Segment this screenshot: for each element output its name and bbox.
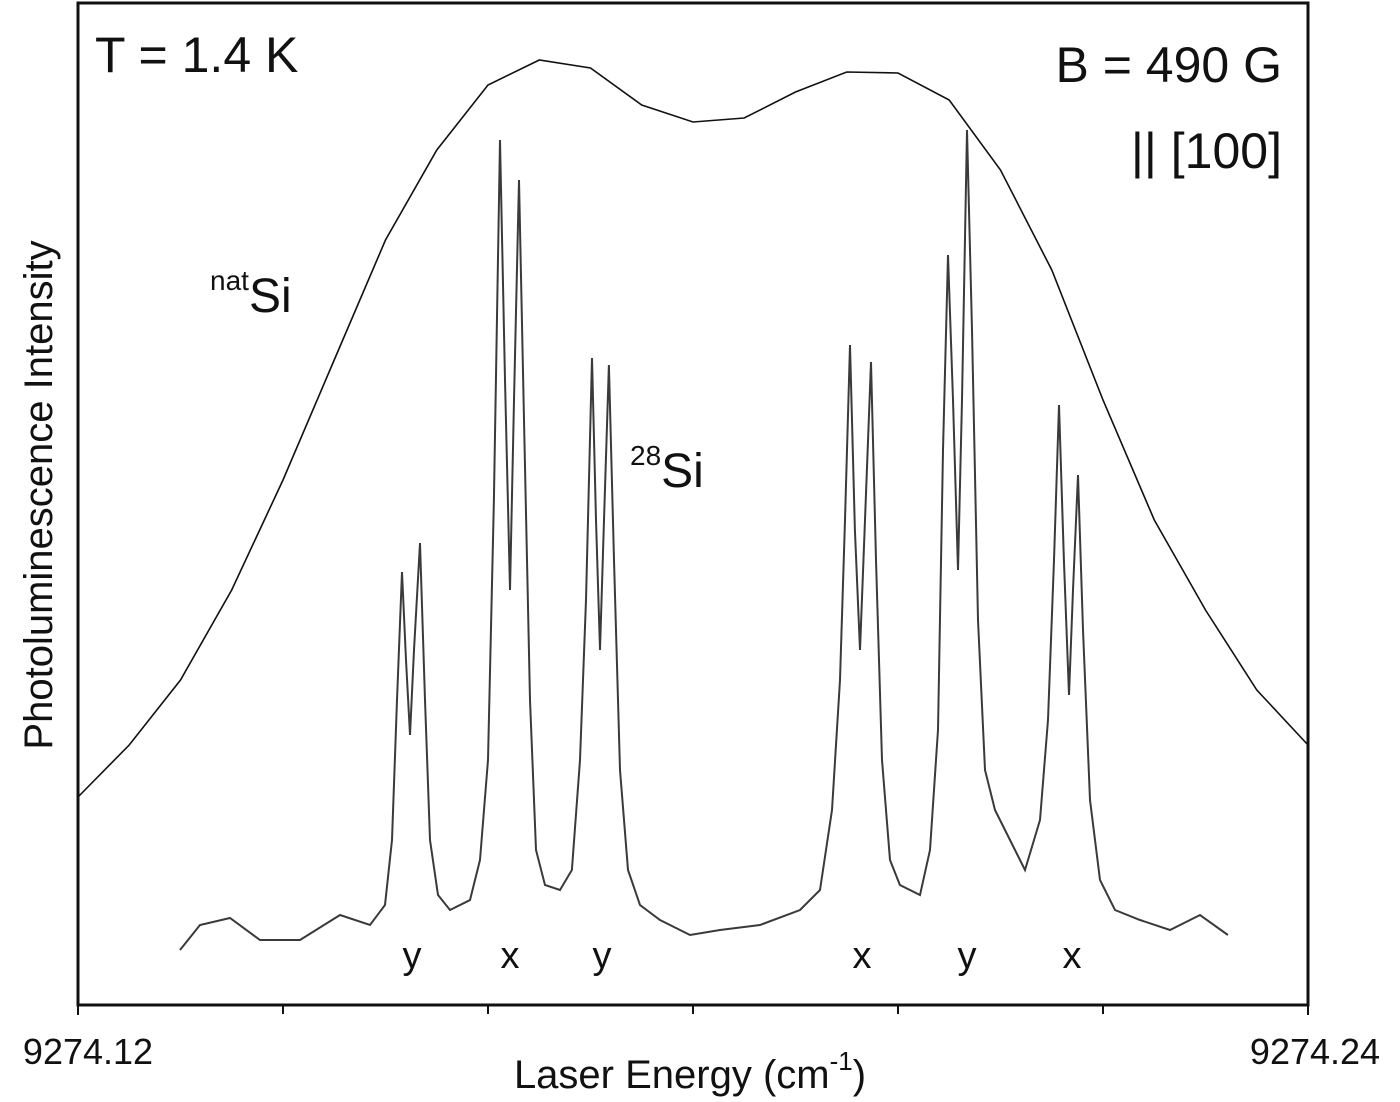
series-label-sup: nat	[210, 265, 249, 296]
x-tick-label: 9274.24	[1250, 1031, 1380, 1072]
temperature-label: T = 1.4 K	[95, 27, 298, 83]
peak-label: y	[593, 935, 612, 977]
peak-label: x	[1063, 935, 1082, 977]
spectrum-line	[179, 129, 1229, 951]
series-label-text: Si	[661, 445, 704, 498]
peak-label: y	[403, 935, 422, 977]
peak-label: x	[853, 935, 872, 977]
x-axis-label-end: )	[853, 1053, 866, 1097]
series-label: 28Si	[630, 440, 704, 498]
series-label-text: Si	[249, 270, 292, 323]
series-label: natSi	[210, 265, 292, 323]
x-axis-label-sup: -1	[830, 1046, 853, 1076]
y-axis-label: Photoluminescence Intensity	[17, 240, 61, 749]
direction-label: || [100]	[1131, 123, 1282, 179]
spectrum-line	[77, 59, 1309, 798]
field-label: B = 490 G	[1055, 37, 1282, 93]
x-axis-label: Laser Energy (cm-1)	[514, 1046, 866, 1097]
plot-frame	[76, 1, 1310, 1007]
x-tick-label: 9274.12	[23, 1031, 153, 1072]
series-label-sup: 28	[630, 440, 661, 471]
peak-label: x	[501, 935, 520, 977]
x-axis-label-text: Laser Energy (cm	[514, 1053, 830, 1097]
peak-label: y	[958, 935, 977, 977]
